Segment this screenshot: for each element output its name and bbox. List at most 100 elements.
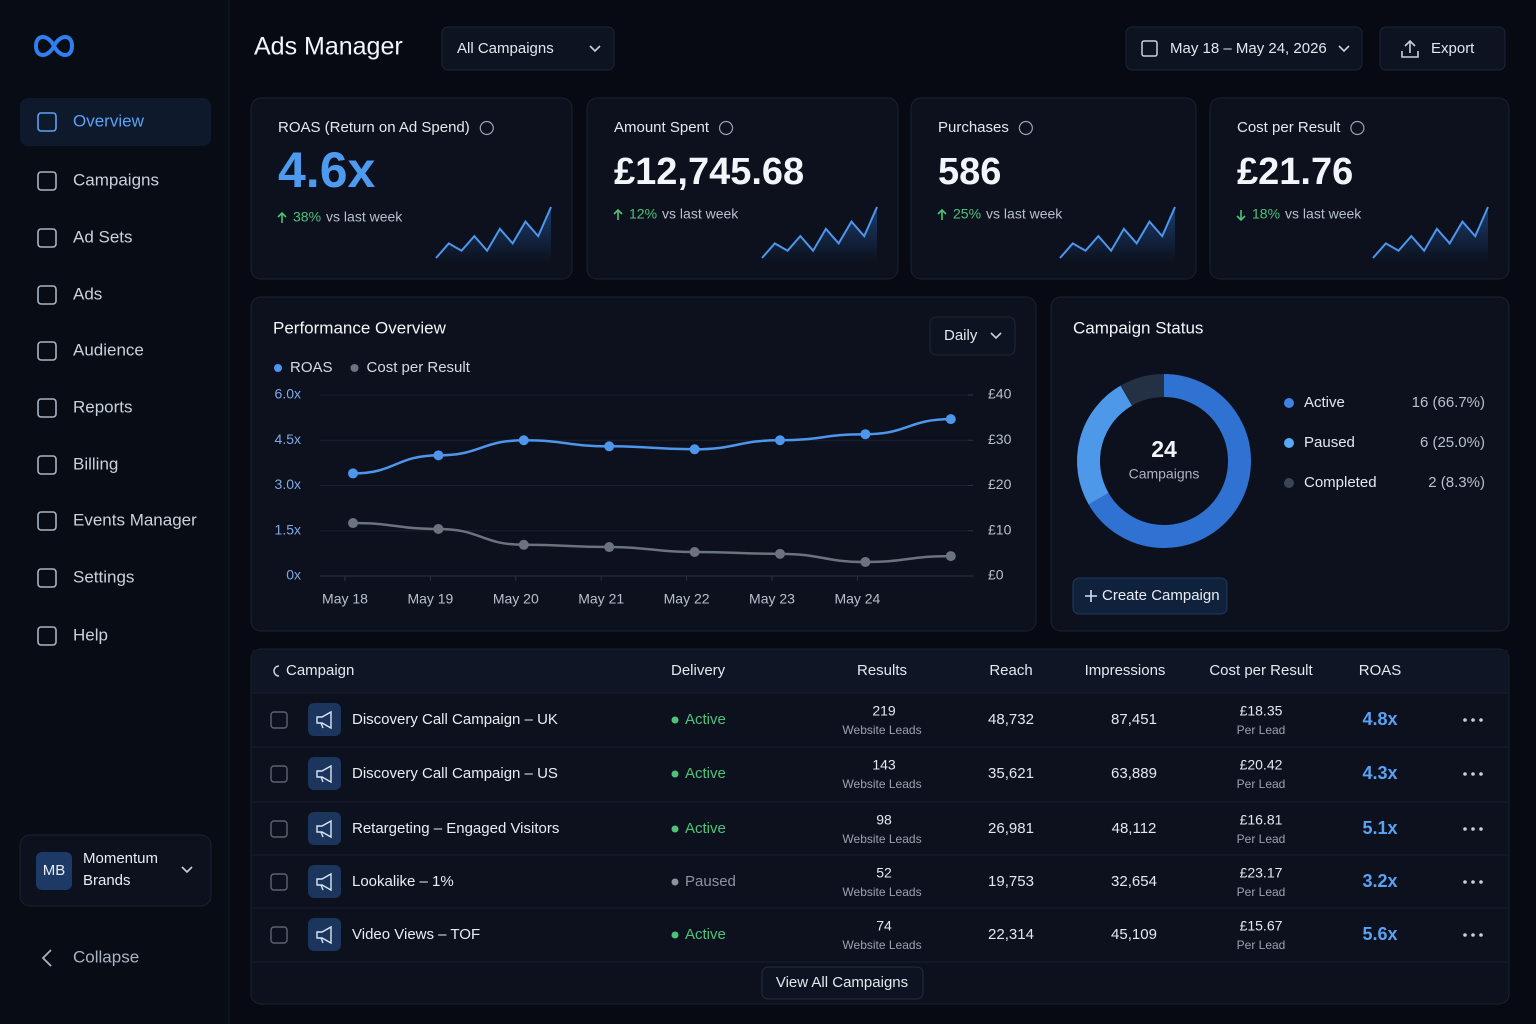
cost-unit: Per Lead bbox=[1237, 777, 1286, 791]
delivery-dot bbox=[671, 825, 679, 833]
delivery-dot bbox=[671, 770, 679, 778]
change-arrow bbox=[937, 208, 947, 220]
campaign-filter[interactable] bbox=[441, 26, 615, 71]
sparkline bbox=[1059, 206, 1176, 259]
menu-dot bbox=[1463, 718, 1467, 722]
nav-item[interactable]: Billing bbox=[37, 454, 118, 475]
nav-label: Settings bbox=[73, 567, 134, 586]
page-title: Ads Manager bbox=[254, 33, 403, 61]
kpi-change: 18% bbox=[1252, 206, 1280, 222]
kpi-change-text: vs last week bbox=[1285, 206, 1362, 222]
plus-icon bbox=[1085, 590, 1097, 602]
legend-dot bbox=[350, 364, 359, 372]
menu-dot bbox=[1479, 772, 1483, 776]
info-icon bbox=[479, 120, 494, 136]
delivery-dot bbox=[671, 878, 679, 886]
nav-item[interactable]: Ads bbox=[37, 284, 102, 305]
nav-item[interactable]: Campaigns bbox=[37, 170, 159, 191]
menu-dot bbox=[1479, 933, 1483, 937]
cost-unit: Per Lead bbox=[1237, 832, 1286, 846]
sparkline bbox=[761, 206, 878, 259]
export-button[interactable] bbox=[1379, 26, 1506, 71]
collapse-label[interactable]: Collapse bbox=[73, 947, 139, 966]
results-unit: Website Leads bbox=[842, 832, 921, 846]
campaign-name: Discovery Call Campaign – US bbox=[352, 765, 558, 782]
x-tick-label: May 21 bbox=[578, 591, 624, 607]
nav-item[interactable]: Overview bbox=[20, 98, 211, 146]
data-point bbox=[604, 441, 615, 452]
roas-value: 4.3x bbox=[1362, 763, 1397, 783]
row-checkbox[interactable] bbox=[270, 926, 288, 944]
create-campaign-button[interactable] bbox=[1072, 577, 1228, 615]
legend-value: 6 (25.0%) bbox=[1420, 434, 1485, 451]
y2-tick-label: £20 bbox=[988, 476, 1012, 492]
row-checkbox[interactable] bbox=[270, 711, 288, 729]
legend-dot bbox=[1284, 398, 1294, 408]
donut-segment bbox=[1120, 374, 1165, 406]
menu-dot bbox=[1463, 827, 1467, 831]
nav-label: Help bbox=[73, 625, 108, 644]
campaign-name: Video Views – TOF bbox=[352, 926, 480, 943]
legend-label: Cost per Result bbox=[367, 359, 471, 376]
nav-icon bbox=[37, 112, 57, 132]
column-header: Cost per Result bbox=[1209, 662, 1313, 679]
nav-item[interactable]: Reports bbox=[37, 397, 133, 418]
nav-item[interactable]: Events Manager bbox=[37, 510, 197, 531]
data-point bbox=[775, 548, 785, 559]
data-point bbox=[604, 542, 615, 553]
account-name-box: Momentum Brands bbox=[83, 850, 158, 889]
legend-label: Paused bbox=[1304, 434, 1355, 451]
kpi-value: 586 bbox=[938, 151, 1001, 193]
reach-value: 22,314 bbox=[988, 926, 1034, 943]
nav-label: Audience bbox=[73, 340, 144, 359]
x-tick-label: May 20 bbox=[493, 591, 539, 607]
column-header: Campaign bbox=[286, 662, 354, 679]
interval-dropdown[interactable] bbox=[929, 316, 1016, 356]
kpi-label: Cost per Result bbox=[1237, 119, 1341, 136]
nav-item[interactable]: Ad Sets bbox=[37, 227, 133, 248]
nav-item[interactable]: Audience bbox=[37, 340, 144, 361]
account-avatar bbox=[36, 852, 72, 890]
row-menu[interactable] bbox=[1463, 933, 1483, 937]
reach-value: 35,621 bbox=[988, 765, 1034, 782]
data-point bbox=[689, 547, 700, 558]
kpi-label: ROAS (Return on Ad Spend) bbox=[278, 119, 470, 136]
date-picker[interactable] bbox=[1125, 26, 1363, 71]
x-tick-label: May 19 bbox=[407, 591, 453, 607]
row-menu[interactable] bbox=[1463, 880, 1483, 884]
y2-tick-label: £40 bbox=[988, 386, 1012, 402]
x-tick-label: May 23 bbox=[749, 591, 795, 607]
row-checkbox[interactable] bbox=[270, 820, 288, 838]
menu-dot bbox=[1479, 827, 1483, 831]
row-menu[interactable] bbox=[1463, 718, 1483, 722]
kpi-label: Amount Spent bbox=[614, 119, 710, 136]
view-all-label: View All Campaigns bbox=[776, 974, 908, 991]
collapse-icon bbox=[41, 949, 52, 967]
nav-label: Billing bbox=[73, 454, 118, 473]
cost-value: £18.35 bbox=[1240, 703, 1283, 719]
data-point bbox=[689, 444, 700, 455]
nav-icon bbox=[37, 511, 57, 531]
campaign-name: Discovery Call Campaign – UK bbox=[352, 711, 558, 728]
campaign-name: Lookalike – 1% bbox=[352, 873, 454, 890]
nav-item[interactable]: Settings bbox=[37, 567, 134, 588]
logo bbox=[33, 35, 75, 57]
sparkline bbox=[1372, 206, 1489, 259]
nav-item[interactable]: Help bbox=[37, 625, 108, 646]
menu-dot bbox=[1463, 880, 1467, 884]
reach-value: 26,981 bbox=[988, 820, 1034, 837]
donut-total: 24 bbox=[1151, 436, 1177, 462]
impressions-value: 32,654 bbox=[1111, 873, 1157, 890]
row-menu[interactable] bbox=[1463, 827, 1483, 831]
view-all-button[interactable] bbox=[761, 966, 924, 1000]
row-menu[interactable] bbox=[1463, 772, 1483, 776]
row-checkbox[interactable] bbox=[270, 873, 288, 891]
export-label: Export bbox=[1431, 40, 1475, 57]
row-checkbox[interactable] bbox=[270, 765, 288, 783]
legend-label: ROAS bbox=[290, 359, 333, 376]
y2-tick-label: £30 bbox=[988, 431, 1012, 447]
campaign-icon bbox=[308, 918, 341, 951]
legend-value: 16 (66.7%) bbox=[1412, 394, 1485, 411]
results-unit: Website Leads bbox=[842, 938, 921, 952]
kpi-value: £21.76 bbox=[1237, 151, 1353, 193]
